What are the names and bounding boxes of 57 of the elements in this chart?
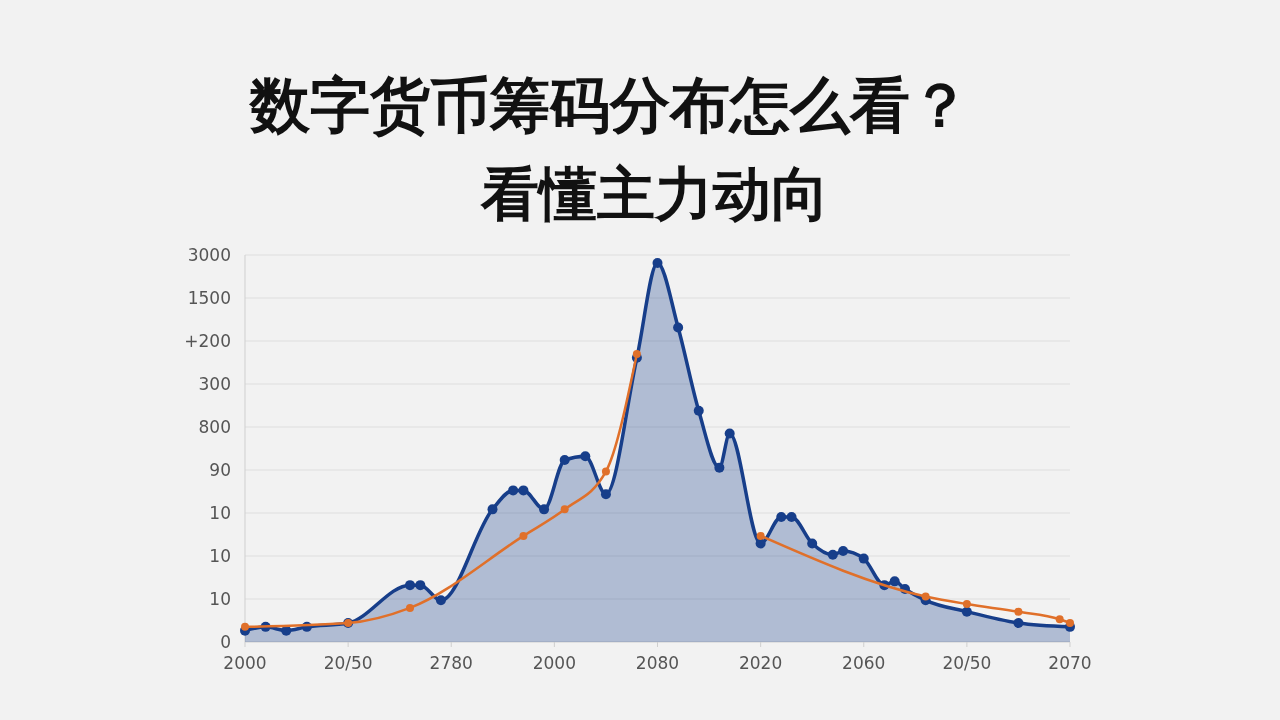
point [724,428,735,439]
point [487,504,498,515]
point [652,258,663,268]
point [600,489,611,500]
point [962,600,971,609]
point [518,485,529,496]
point [714,462,725,473]
point [580,451,591,462]
point [559,455,570,466]
text: 300 [198,374,231,394]
point [921,592,930,601]
x-tick-label: 2060 [842,653,886,673]
point [1066,619,1074,628]
point [1014,607,1023,616]
point [889,576,900,587]
x-tick-label: 2020 [738,653,783,673]
point [560,505,569,514]
text: 10 [209,546,231,566]
x-tick-label: 2080 [635,653,680,673]
point [241,622,249,631]
x-tick-label: 20/50 [942,653,992,673]
x-tick-label: 20/50 [323,653,373,673]
x-tick-label: 2000 [532,653,577,673]
text: 90 [209,460,231,480]
point [539,504,550,515]
point [508,485,519,496]
point [1055,615,1064,624]
text: 1500 [187,288,231,308]
point [827,549,838,560]
point [786,511,797,522]
point [693,405,704,416]
chart-subtitle: 看懂主力动向 [480,160,829,228]
point [405,580,415,591]
point [838,546,849,557]
text: 10 [209,589,231,609]
point [406,603,414,612]
point [632,349,641,358]
point [519,531,528,540]
point [756,531,765,540]
x-tick-label: 2070 [1048,653,1092,673]
point [601,467,610,476]
text: 3000 [187,245,231,265]
point [415,580,426,591]
x-tick-label: 2780 [429,653,473,673]
text: 10 [209,503,231,523]
chart-title: 数字货币筹码分布怎么看？ [248,70,970,140]
point [435,595,446,606]
point [673,322,684,333]
point [858,553,869,564]
text: 800 [198,417,231,437]
point [961,606,972,617]
x-tick-label: 2000 [223,653,267,673]
point [776,511,787,522]
point [807,538,818,549]
text: 0 [220,632,231,652]
point [1013,618,1024,629]
text: +200 [184,331,231,351]
